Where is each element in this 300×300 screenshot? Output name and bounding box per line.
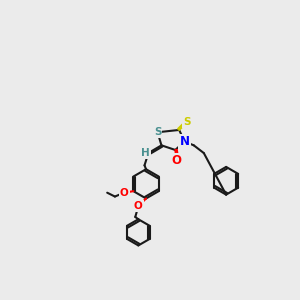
Text: H: H [141,148,150,158]
Text: S: S [154,127,161,137]
Text: O: O [172,154,182,167]
Text: O: O [120,188,128,198]
Text: O: O [134,201,143,211]
Text: N: N [179,135,190,148]
Text: S: S [183,117,190,127]
